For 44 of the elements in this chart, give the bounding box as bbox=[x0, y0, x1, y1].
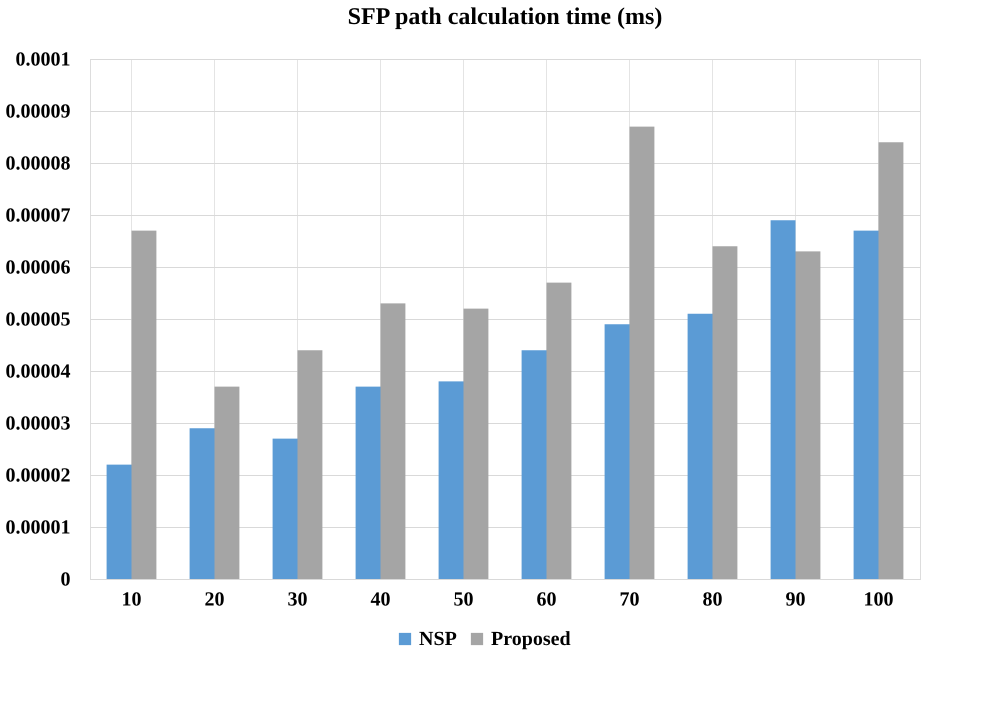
bar bbox=[298, 350, 322, 579]
x-tick-label: 40 bbox=[370, 588, 390, 610]
bar bbox=[630, 126, 654, 579]
x-tick-label: 70 bbox=[620, 588, 640, 610]
y-tick-label: 0.00003 bbox=[6, 412, 70, 434]
y-tick-label: 0.00005 bbox=[6, 308, 70, 330]
x-tick-label: 90 bbox=[786, 588, 806, 610]
bar bbox=[854, 230, 878, 579]
legend-label: NSP bbox=[419, 628, 457, 650]
bar bbox=[132, 230, 156, 579]
y-tick-label: 0.00002 bbox=[6, 464, 70, 486]
y-tick-label: 0.00001 bbox=[6, 516, 70, 538]
bar bbox=[356, 386, 380, 579]
x-tick-label: 100 bbox=[864, 588, 894, 610]
x-tick-label: 30 bbox=[288, 588, 308, 610]
bar bbox=[796, 251, 820, 579]
bar bbox=[878, 142, 904, 579]
y-tick-label: 0 bbox=[60, 568, 70, 590]
bar bbox=[546, 282, 572, 579]
bar bbox=[464, 308, 488, 579]
bar bbox=[604, 324, 630, 579]
legend-label: Proposed bbox=[491, 628, 571, 650]
chart-title: SFP path calculation time (ms) bbox=[348, 4, 662, 30]
y-tick-label: 0.00009 bbox=[6, 100, 70, 122]
bar bbox=[214, 386, 240, 579]
y-tick-label: 0.0001 bbox=[16, 48, 70, 70]
bar bbox=[190, 428, 214, 579]
x-tick-label: 10 bbox=[122, 588, 142, 610]
bar bbox=[438, 381, 464, 579]
y-tick-label: 0.00007 bbox=[6, 204, 70, 226]
bar bbox=[770, 220, 796, 579]
x-tick-label: 80 bbox=[702, 588, 722, 610]
bar bbox=[712, 246, 738, 579]
bar bbox=[380, 303, 406, 579]
x-tick-label: 20 bbox=[204, 588, 224, 610]
x-tick-label: 50 bbox=[454, 588, 474, 610]
y-tick-label: 0.00004 bbox=[6, 360, 70, 382]
x-tick-label: 60 bbox=[536, 588, 556, 610]
bar bbox=[522, 350, 546, 579]
bar bbox=[688, 314, 712, 579]
bar bbox=[272, 438, 298, 579]
y-tick-label: 0.00006 bbox=[6, 256, 70, 278]
y-tick-label: 0.00008 bbox=[6, 152, 70, 174]
bar bbox=[106, 464, 132, 579]
